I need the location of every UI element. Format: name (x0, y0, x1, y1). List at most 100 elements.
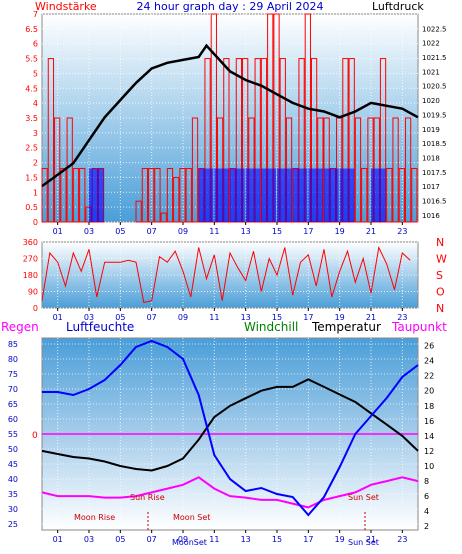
panel1-right-axis: 1016 1016.5 1017 1017.5 1018 1018.5 1019 1019.5… (422, 25, 447, 219)
humidity-tick-label: 30 (8, 505, 18, 514)
header-right-label: Luftdruck (372, 0, 424, 13)
hour-label: 17 (303, 535, 313, 544)
right-tick-label: 1017.5 (422, 169, 447, 177)
hour-label: 23 (397, 313, 407, 322)
left-tick-label: 4.5 (25, 84, 38, 93)
wind-gust-bar (185, 168, 192, 223)
wind-gust-bar (41, 168, 48, 223)
wind-gust-bar (386, 168, 393, 223)
temperature-tick-label: 6 (424, 492, 429, 501)
hour-label: 09 (178, 227, 188, 236)
moon-rise-label: Moon Rise (74, 513, 115, 522)
direction-tick-label: 180 (23, 271, 38, 280)
temperature-tick-label: 24 (424, 357, 434, 366)
panel2-left-axis: 0 90 180 270 360 (23, 238, 38, 313)
wind-gust-bar (166, 168, 174, 223)
legend-luftfeuchte: Luftfeuchte (66, 320, 134, 334)
wind-average-bar (89, 168, 104, 222)
panel1-hour-axis: 01 03 05 07 09 11 13 15 17 19 21 23 (53, 222, 407, 236)
wind-gust-bar (154, 168, 161, 223)
temperature-tick-label: 20 (424, 387, 434, 396)
legend-windchill: Windchill (244, 320, 298, 334)
wind-gust-bar (66, 117, 73, 223)
left-tick-label: 1 (33, 188, 38, 197)
compass-label: N (436, 302, 444, 315)
wind-direction-line (41, 245, 411, 304)
hour-label: 11 (209, 535, 219, 544)
hour-label: 07 (147, 227, 157, 236)
compass-label: S (436, 269, 443, 282)
hour-label: 19 (335, 227, 345, 236)
right-tick-label: 1022.5 (422, 25, 447, 33)
right-tick-label: 1019.5 (422, 111, 447, 119)
temperature-tick-label: 8 (424, 477, 429, 486)
wind-gust-bar (173, 176, 180, 223)
right-tick-label: 1018 (422, 154, 440, 162)
sun-set-bottom-label: Sun Set (348, 538, 379, 547)
hour-label: 21 (366, 227, 376, 236)
temperature-tick-label: 2 (424, 522, 429, 531)
panel3-marks (41, 339, 419, 517)
legend-taupunkt: Taupunkt (391, 320, 447, 334)
temperature-tick-label: 4 (424, 507, 429, 516)
hour-label: 01 (53, 535, 63, 544)
hour-label: 15 (272, 535, 282, 544)
hour-label: 15 (272, 227, 282, 236)
wind-gust-bar (160, 212, 167, 223)
temperature-tick-label: 22 (424, 372, 434, 381)
hour-label: 13 (241, 227, 251, 236)
humidity-tick-label: 50 (8, 445, 18, 454)
wind-gust-bar (411, 168, 418, 223)
hour-label: 07 (147, 535, 157, 544)
rain-axis-label: 0 (32, 431, 38, 441)
wind-gust-bar (79, 168, 86, 223)
right-tick-label: 1020.5 (422, 83, 447, 91)
panel3-hour-axis: 01 03 05 07 09 11 13 15 17 19 21 23 (53, 530, 407, 544)
wind-average-bar (277, 168, 292, 222)
hour-label: 01 (53, 227, 63, 236)
pressure-line (41, 43, 419, 188)
legend-regen: Regen (1, 320, 39, 334)
wind-average-bar (214, 168, 229, 222)
wind-average-bar (371, 168, 386, 222)
panel2-marks (41, 245, 411, 304)
hour-label: 13 (241, 313, 251, 322)
hour-label: 21 (366, 313, 376, 322)
left-tick-label: 4 (33, 99, 38, 108)
wind-gust-bar (354, 117, 362, 223)
right-tick-label: 1017 (422, 183, 440, 191)
wind-average-bar (261, 168, 276, 222)
left-tick-label: 5.5 (25, 55, 38, 64)
humidity-tick-label: 70 (8, 385, 18, 394)
right-tick-label: 1016 (422, 212, 440, 220)
dewpoint-line (41, 476, 419, 509)
humidity-line (42, 339, 419, 517)
hour-label: 07 (147, 313, 157, 322)
wind-average-bar (230, 168, 245, 222)
humidity-tick-label: 45 (8, 460, 18, 469)
compass-label: O (436, 286, 445, 299)
direction-tick-label: 90 (28, 288, 38, 297)
wind-gust-bar (392, 117, 399, 223)
temperature-tick-label: 16 (424, 417, 434, 426)
legend-temperatur: Temperatur (311, 320, 381, 334)
left-tick-label: 0 (33, 218, 38, 227)
left-tick-label: 1.5 (25, 173, 38, 182)
hour-label: 01 (53, 313, 63, 322)
temperature-line (41, 378, 419, 472)
moon-set-bottom-label: MoonSet (172, 538, 207, 547)
temperature-tick-label: 14 (424, 432, 434, 441)
hour-label: 05 (115, 535, 125, 544)
wind-average-bar (292, 168, 308, 222)
compass-label: N (436, 236, 444, 249)
wind-gust-bar (60, 168, 67, 223)
humidity-tick-label: 85 (8, 340, 18, 349)
left-tick-label: 5 (33, 69, 38, 78)
wind-average-bar (198, 168, 214, 222)
sun-rise-label: Sun Rise (130, 493, 165, 502)
header-title: 24 hour graph day : 29 April 2024 (137, 0, 324, 13)
header-left-label: Windstärke (35, 0, 97, 13)
hour-label: 21 (366, 535, 376, 544)
